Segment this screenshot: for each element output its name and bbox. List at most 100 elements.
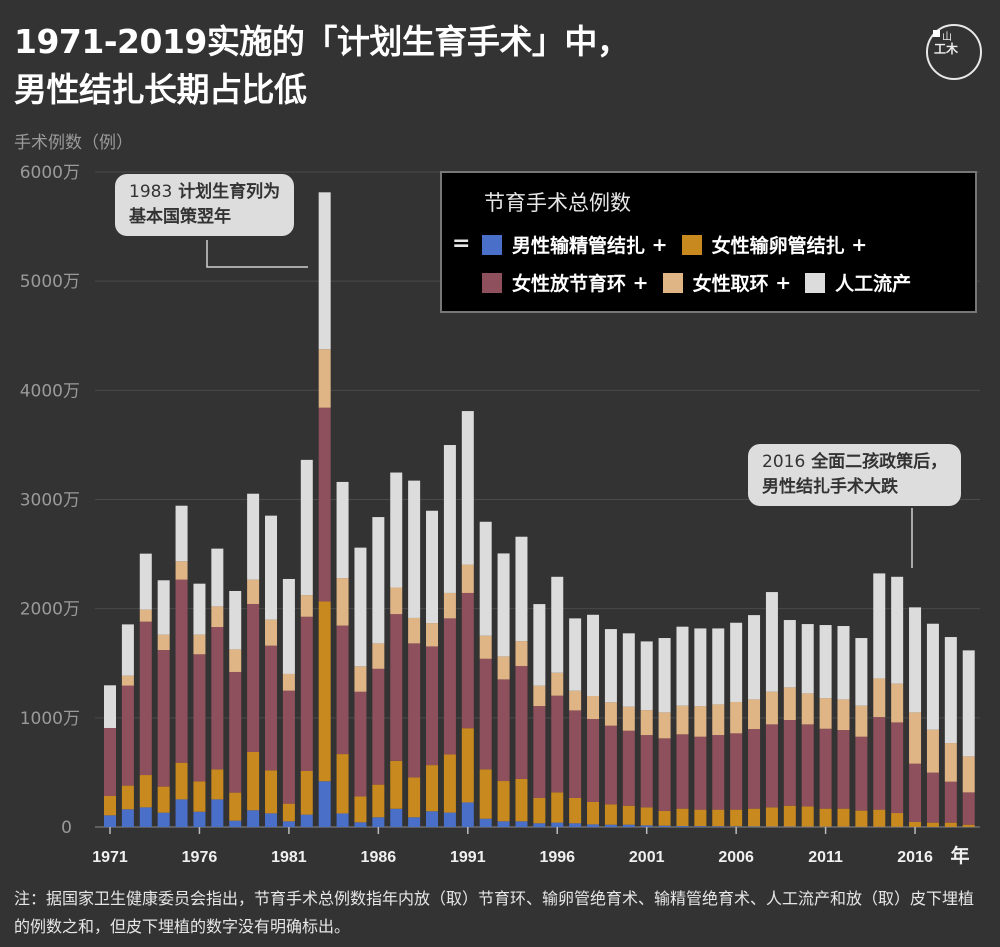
bar-segment (300, 814, 313, 827)
bar-segment (783, 687, 796, 721)
bar-segment (801, 624, 814, 694)
bar-segment (443, 754, 456, 813)
bar-segment (694, 706, 707, 737)
bar-segment (891, 683, 904, 723)
publisher-logo-icon: 山 工木 (926, 24, 982, 80)
bar-segment (336, 481, 349, 579)
bar-segment (891, 722, 904, 814)
bar-stack-1990 (443, 445, 456, 827)
bar-stack-2007 (748, 615, 761, 827)
bar-segment (408, 617, 421, 644)
bar-segment (515, 641, 528, 667)
bar-segment (604, 804, 617, 825)
annotation-1983: 1983 计划生育列为 基本国策翌年 (115, 174, 295, 236)
annotation-leader-lines (206, 240, 913, 568)
annotation-1983-line2: 基本国策翌年 (129, 207, 231, 227)
bar-segment (175, 579, 188, 763)
bar-segment (712, 735, 725, 810)
x-tick-label: 1971 (92, 849, 128, 866)
bar-segment (479, 818, 492, 827)
bar-segment (247, 752, 260, 811)
bar-stack-1982 (300, 459, 313, 827)
bar-segment (336, 578, 349, 626)
bar-segment (354, 822, 367, 827)
bar-stack-2004 (694, 628, 707, 827)
bar-segment (211, 769, 224, 800)
bar-segment (461, 728, 474, 803)
bar-stack-1989 (426, 510, 439, 827)
bar-segment (730, 809, 743, 827)
bar-segment (962, 824, 975, 827)
bar-segment (175, 561, 188, 580)
bar-segment (748, 808, 761, 827)
bar-stack-1985 (354, 547, 367, 827)
bar-segment (962, 792, 975, 825)
bar-segment (300, 770, 313, 815)
bar-segment (783, 720, 796, 806)
bar-segment (712, 826, 725, 827)
bar-segment (408, 817, 421, 827)
legend-row-2: 女性放节育环 + 女性取环 + 人工流产 (482, 269, 925, 296)
bar-segment (622, 805, 635, 825)
bar-segment (962, 756, 975, 793)
bar-stack-1997 (569, 618, 582, 827)
bar-segment (443, 592, 456, 619)
bar-segment (622, 824, 635, 827)
bar-segment (408, 480, 421, 618)
bar-segment (265, 813, 278, 827)
bar-segment (676, 826, 689, 827)
bar-stack-2019 (962, 650, 975, 827)
bar-stack-2005 (712, 628, 725, 827)
legend-item-iud-insertion: 女性放节育环 + (482, 269, 649, 296)
bar-segment (229, 820, 242, 827)
bar-segment (372, 817, 385, 827)
bar-stack-1975 (175, 505, 188, 827)
bar-segment (587, 696, 600, 720)
bar-segment (282, 673, 295, 691)
bar-segment (139, 775, 152, 808)
bar-segment (515, 536, 528, 642)
legend-swatch-blue (482, 234, 502, 255)
bar-stack-1977 (211, 548, 224, 827)
y-tick-label: 4000万 (20, 381, 80, 401)
bar-segment (247, 603, 260, 753)
bar-segment (479, 521, 492, 636)
bar-segment (247, 493, 260, 580)
bar-segment (926, 623, 939, 730)
bar-segment (855, 638, 868, 706)
legend-swatch-maroon (482, 272, 502, 293)
legend-label: 女性输卵管结扎 (711, 235, 845, 257)
bar-segment (551, 576, 564, 673)
bar-stack-2014 (873, 573, 886, 827)
bar-segment (426, 510, 439, 624)
bar-segment (873, 573, 886, 679)
bar-segment (354, 796, 367, 823)
bar-segment (282, 690, 295, 804)
bar-segment (730, 702, 743, 734)
bar-segment (247, 810, 260, 827)
bar-segment (730, 733, 743, 810)
bar-segment (909, 763, 922, 822)
bar-segment (837, 808, 850, 827)
bar-segment (783, 805, 796, 827)
bar-segment (730, 826, 743, 827)
x-tick-label: 2011 (808, 849, 843, 866)
title-line-2: 男性结扎长期占比低 (14, 70, 307, 109)
legend-plus: + (651, 233, 668, 256)
legend-plus: + (851, 233, 868, 256)
bar-segment (730, 622, 743, 703)
y-tick-label: 5000万 (20, 272, 80, 292)
bar-segment (443, 812, 456, 827)
bar-segment (676, 808, 689, 827)
bar-segment (587, 614, 600, 696)
bar-stack-1983 (318, 192, 331, 827)
bar-segment (318, 781, 331, 827)
x-tick-label: 2001 (629, 849, 665, 866)
bar-segment (604, 702, 617, 726)
bar-segment (587, 719, 600, 803)
legend-item-abortion: 人工流产 (805, 269, 911, 296)
bar-segment (765, 724, 778, 808)
bar-segment (873, 678, 886, 718)
bar-segment (157, 812, 170, 827)
annotation-2016-year: 2016 (762, 452, 806, 472)
